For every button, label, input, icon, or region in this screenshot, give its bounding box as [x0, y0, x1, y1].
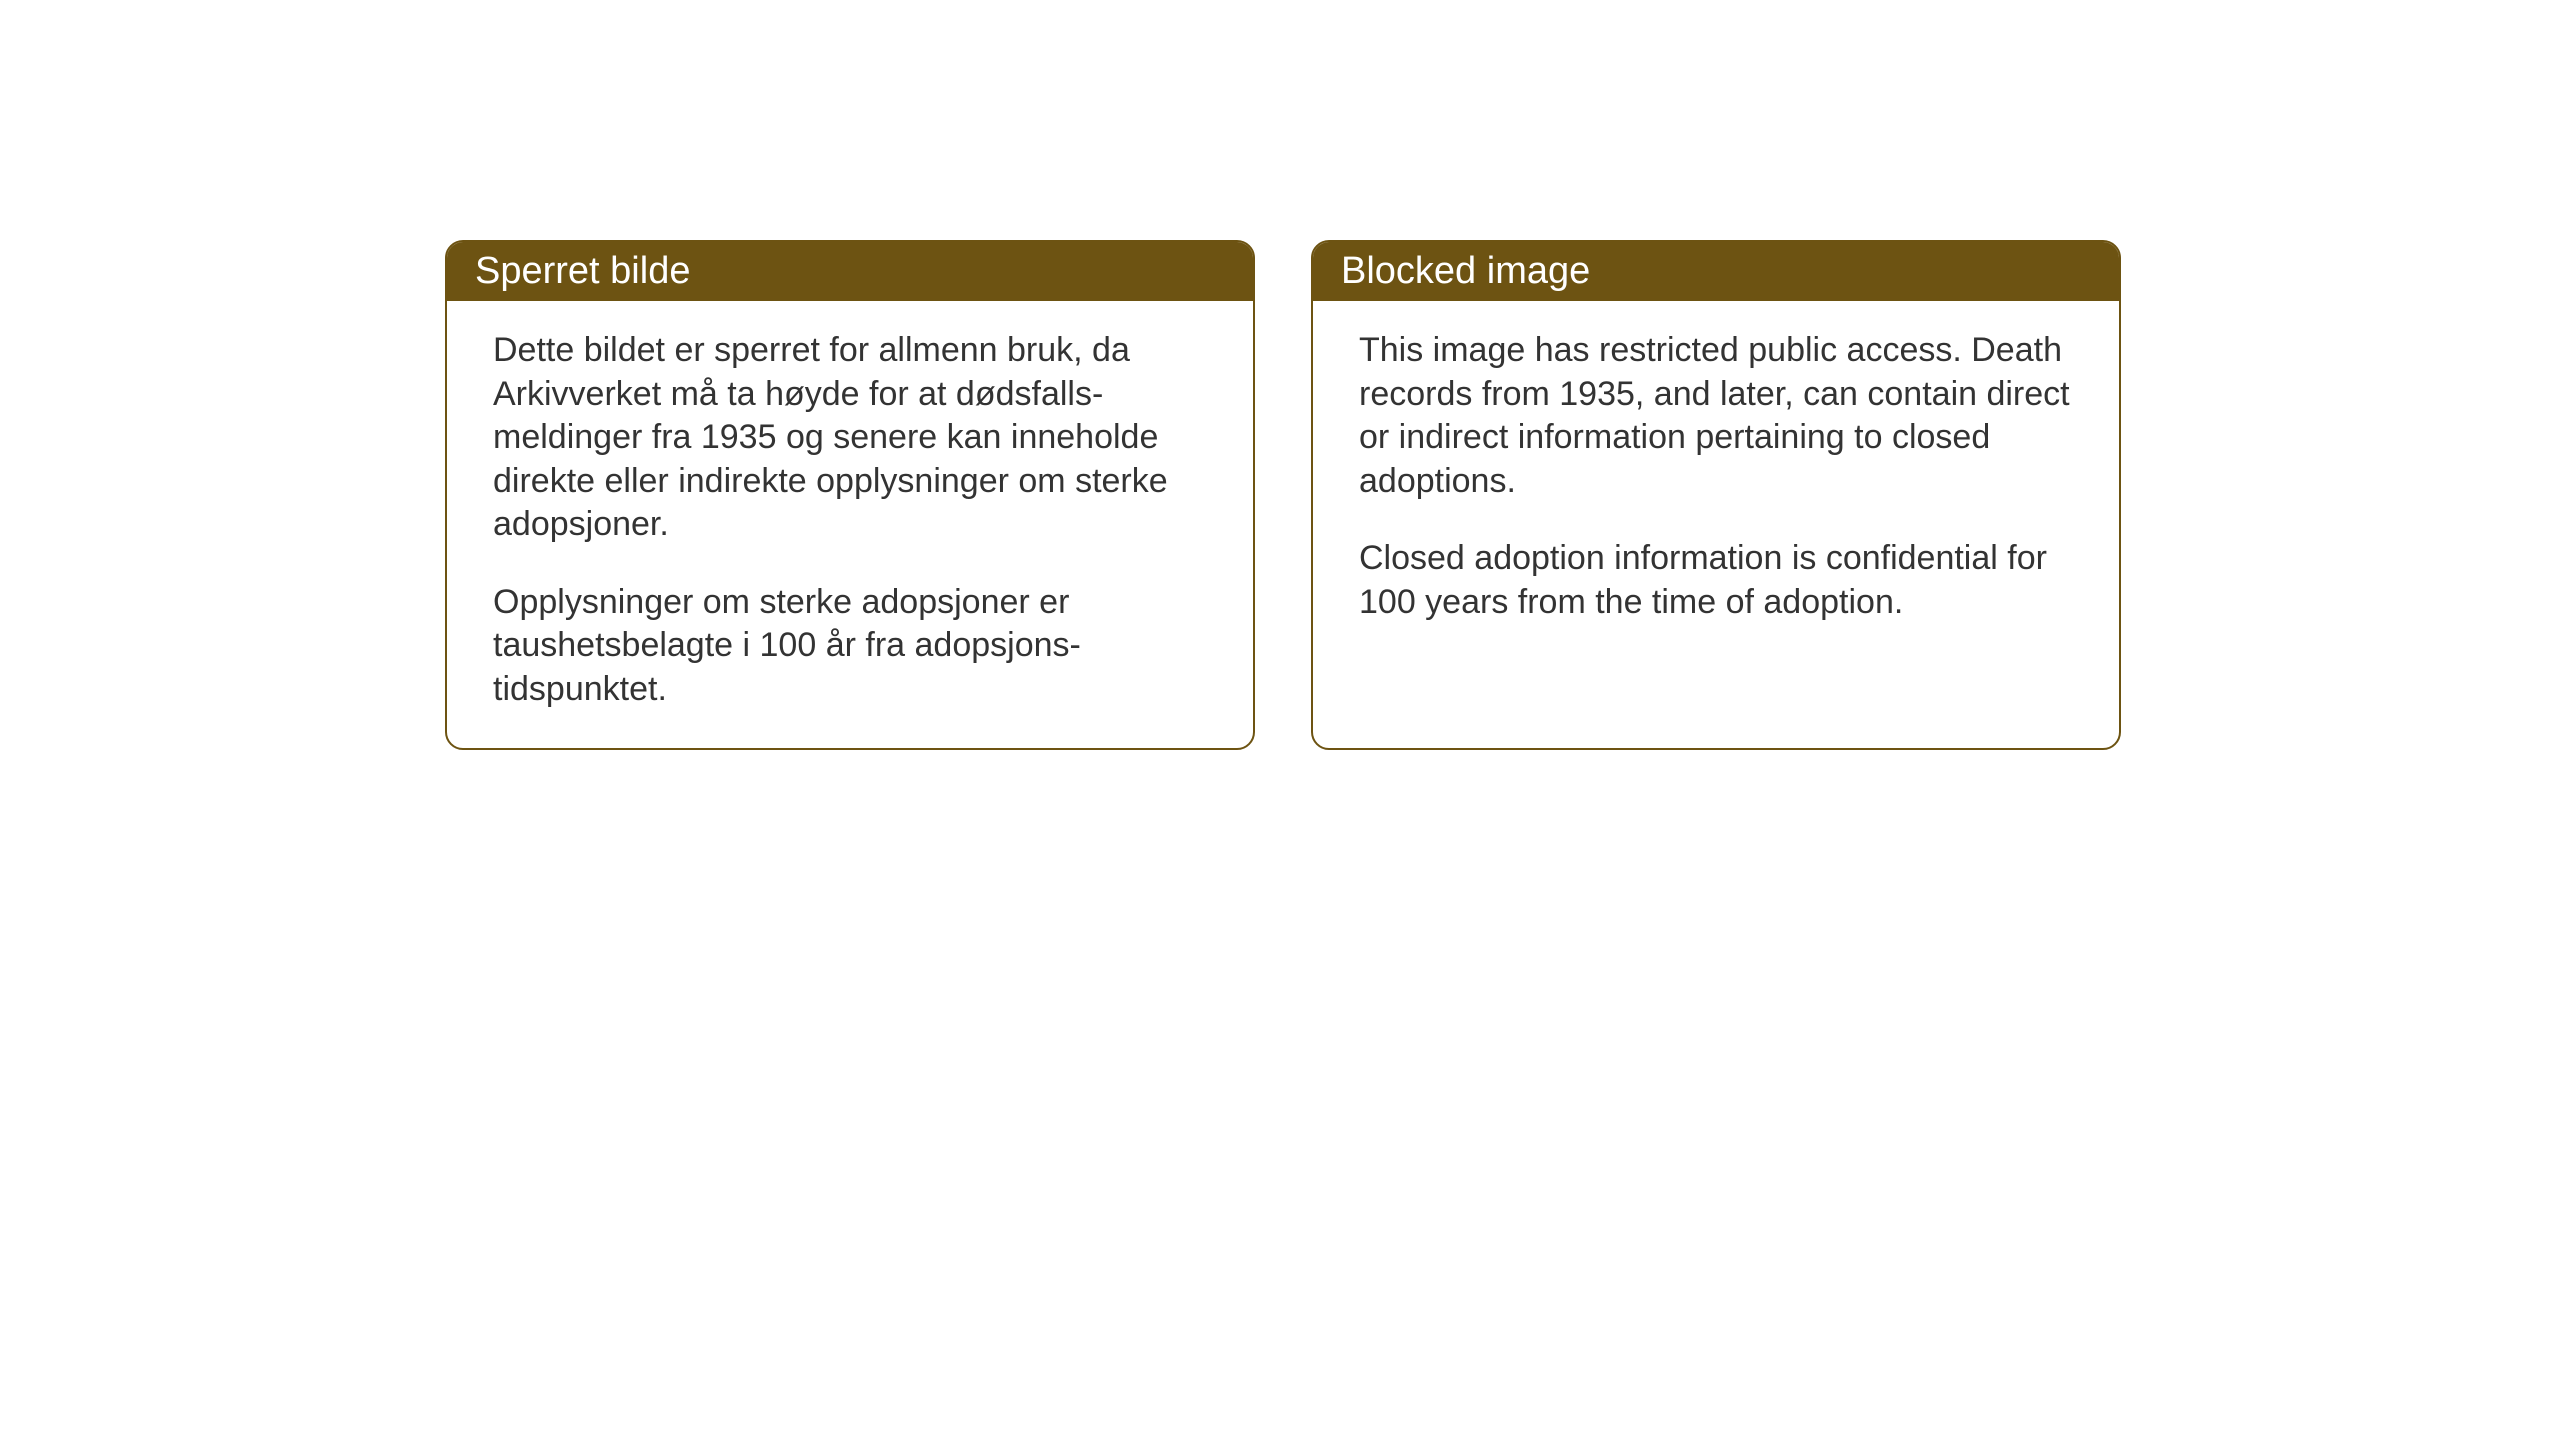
- notice-card-norwegian: Sperret bilde Dette bildet er sperret fo…: [445, 240, 1255, 750]
- card-paragraph-english-2: Closed adoption information is confident…: [1359, 537, 2073, 624]
- card-paragraph-norwegian-1: Dette bildet er sperret for allmenn bruk…: [493, 329, 1207, 547]
- card-paragraph-english-1: This image has restricted public access.…: [1359, 329, 2073, 503]
- card-title-norwegian: Sperret bilde: [475, 250, 690, 292]
- card-header-norwegian: Sperret bilde: [447, 242, 1253, 301]
- card-paragraph-norwegian-2: Opplysninger om sterke adopsjoner er tau…: [493, 581, 1207, 712]
- card-body-english: This image has restricted public access.…: [1313, 301, 2119, 660]
- card-body-norwegian: Dette bildet er sperret for allmenn bruk…: [447, 301, 1253, 747]
- notice-container: Sperret bilde Dette bildet er sperret fo…: [445, 240, 2121, 750]
- card-header-english: Blocked image: [1313, 242, 2119, 301]
- card-title-english: Blocked image: [1341, 250, 1590, 292]
- notice-card-english: Blocked image This image has restricted …: [1311, 240, 2121, 750]
